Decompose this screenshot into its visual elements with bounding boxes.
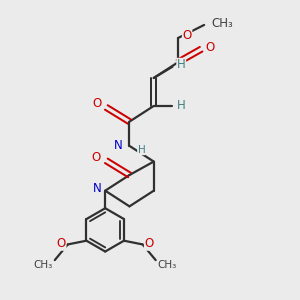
Text: CH₃: CH₃ (34, 260, 53, 270)
Text: H: H (138, 145, 146, 154)
Text: H: H (177, 100, 186, 112)
Text: CH₃: CH₃ (158, 260, 177, 270)
Text: N: N (93, 182, 101, 195)
Text: O: O (182, 29, 192, 42)
Text: O: O (145, 237, 154, 250)
Text: H: H (177, 58, 186, 71)
Text: O: O (206, 41, 215, 54)
Text: CH₃: CH₃ (212, 16, 233, 30)
Text: O: O (57, 237, 66, 250)
Text: O: O (93, 97, 102, 110)
Text: N: N (114, 140, 123, 152)
Text: O: O (92, 151, 101, 164)
